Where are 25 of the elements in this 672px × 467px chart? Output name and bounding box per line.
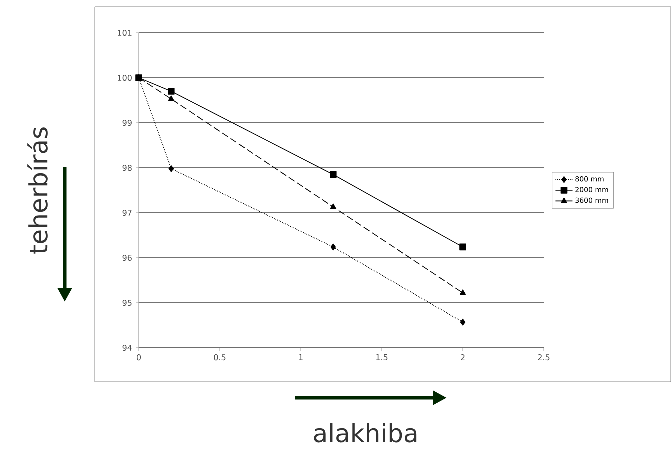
x-tick-label: 2.5: [538, 354, 550, 361]
x-tick-label: 0.5: [214, 354, 226, 361]
y-tick-label: 98: [122, 164, 132, 172]
y-tick-label: 99: [122, 120, 132, 126]
y-tick-label: 95: [122, 300, 132, 306]
point: [460, 318, 466, 326]
y-tick-label: 97: [122, 210, 132, 216]
point: [168, 96, 174, 102]
point: [460, 290, 466, 295]
y-tick-label: 100: [118, 74, 132, 82]
point: [330, 171, 337, 178]
y-tick-label: 96: [122, 254, 132, 262]
x-tick-label: 1: [299, 354, 303, 360]
y-tick-label: 94: [122, 344, 132, 352]
x-tick-label: 2: [461, 354, 465, 360]
point: [330, 244, 336, 251]
y-tick-label: 101: [118, 30, 132, 36]
x-axis-title: alakhiba: [314, 423, 417, 443]
point: [330, 204, 336, 210]
x-tick-label: 0: [136, 354, 142, 361]
y-axis-title: teherbírás: [28, 128, 48, 254]
point: [460, 244, 466, 251]
x-tick-label: 1.5: [376, 354, 388, 360]
point: [168, 166, 174, 172]
point: [168, 88, 175, 95]
